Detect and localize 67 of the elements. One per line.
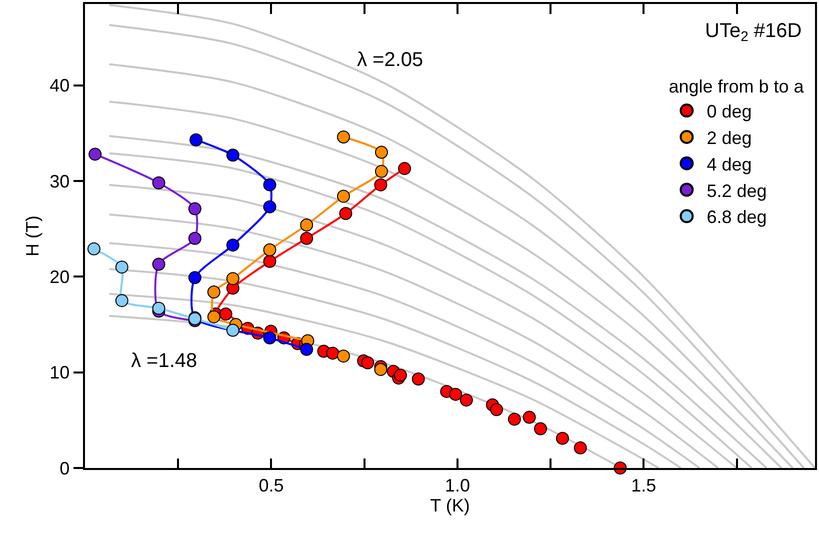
point [534,422,548,436]
point [412,372,425,386]
point [207,310,220,324]
point [336,190,350,203]
x-tick-label: 1.5 [631,475,656,496]
point [263,331,276,344]
point [361,356,374,370]
point [115,260,128,274]
point [374,146,388,159]
legend-label: 2 deg [706,128,752,148]
point [374,178,388,192]
point [188,232,202,245]
point [226,272,240,286]
point [339,207,352,220]
point [449,388,462,401]
point [87,242,100,256]
point [336,130,350,144]
x-axis-title: T (K) [430,495,470,516]
y-tick-label: 0 [60,458,70,478]
point [300,232,314,245]
point [374,164,388,178]
point [336,350,350,363]
point [574,441,587,454]
point [300,342,314,356]
legend-title: angle from b to a [668,76,805,96]
point [152,258,166,271]
point [152,302,166,315]
point [326,346,340,360]
annotation: λ =2.05 [357,49,424,71]
point [152,176,166,190]
point [522,410,536,424]
legend-label: 5.2 deg [706,180,767,201]
legend-label: 6.8 deg [706,207,767,228]
y-tick-label: 20 [50,266,70,287]
point [263,243,276,256]
point [460,394,473,407]
legend-label: 0 deg [706,102,752,122]
point [188,202,202,216]
y-tick-label: 40 [50,76,70,96]
y-tick-label: 10 [50,362,70,383]
point [188,271,202,284]
y-axis-title: H (T) [22,216,42,256]
point [115,294,128,308]
point [490,403,504,416]
point [394,368,407,382]
text: UTe$_{2}$ #16D [705,20,802,44]
point [263,178,276,192]
point [263,254,276,268]
point [263,200,276,214]
line-series [108,292,660,468]
point [300,218,314,232]
point [207,285,220,298]
point [226,324,240,337]
point [226,148,240,162]
x-tick-label: 0.5 [258,475,284,496]
x-tick-label: 1.0 [444,475,470,496]
point [219,307,232,320]
point [556,432,569,445]
point [88,148,102,161]
legend-label: 4 deg [706,154,752,174]
point [189,133,202,146]
point [226,238,240,252]
point [508,412,521,426]
point [398,162,412,176]
annotation: λ =1.48 [131,350,198,372]
y-tick-label: 30 [50,171,70,192]
point [374,362,388,376]
